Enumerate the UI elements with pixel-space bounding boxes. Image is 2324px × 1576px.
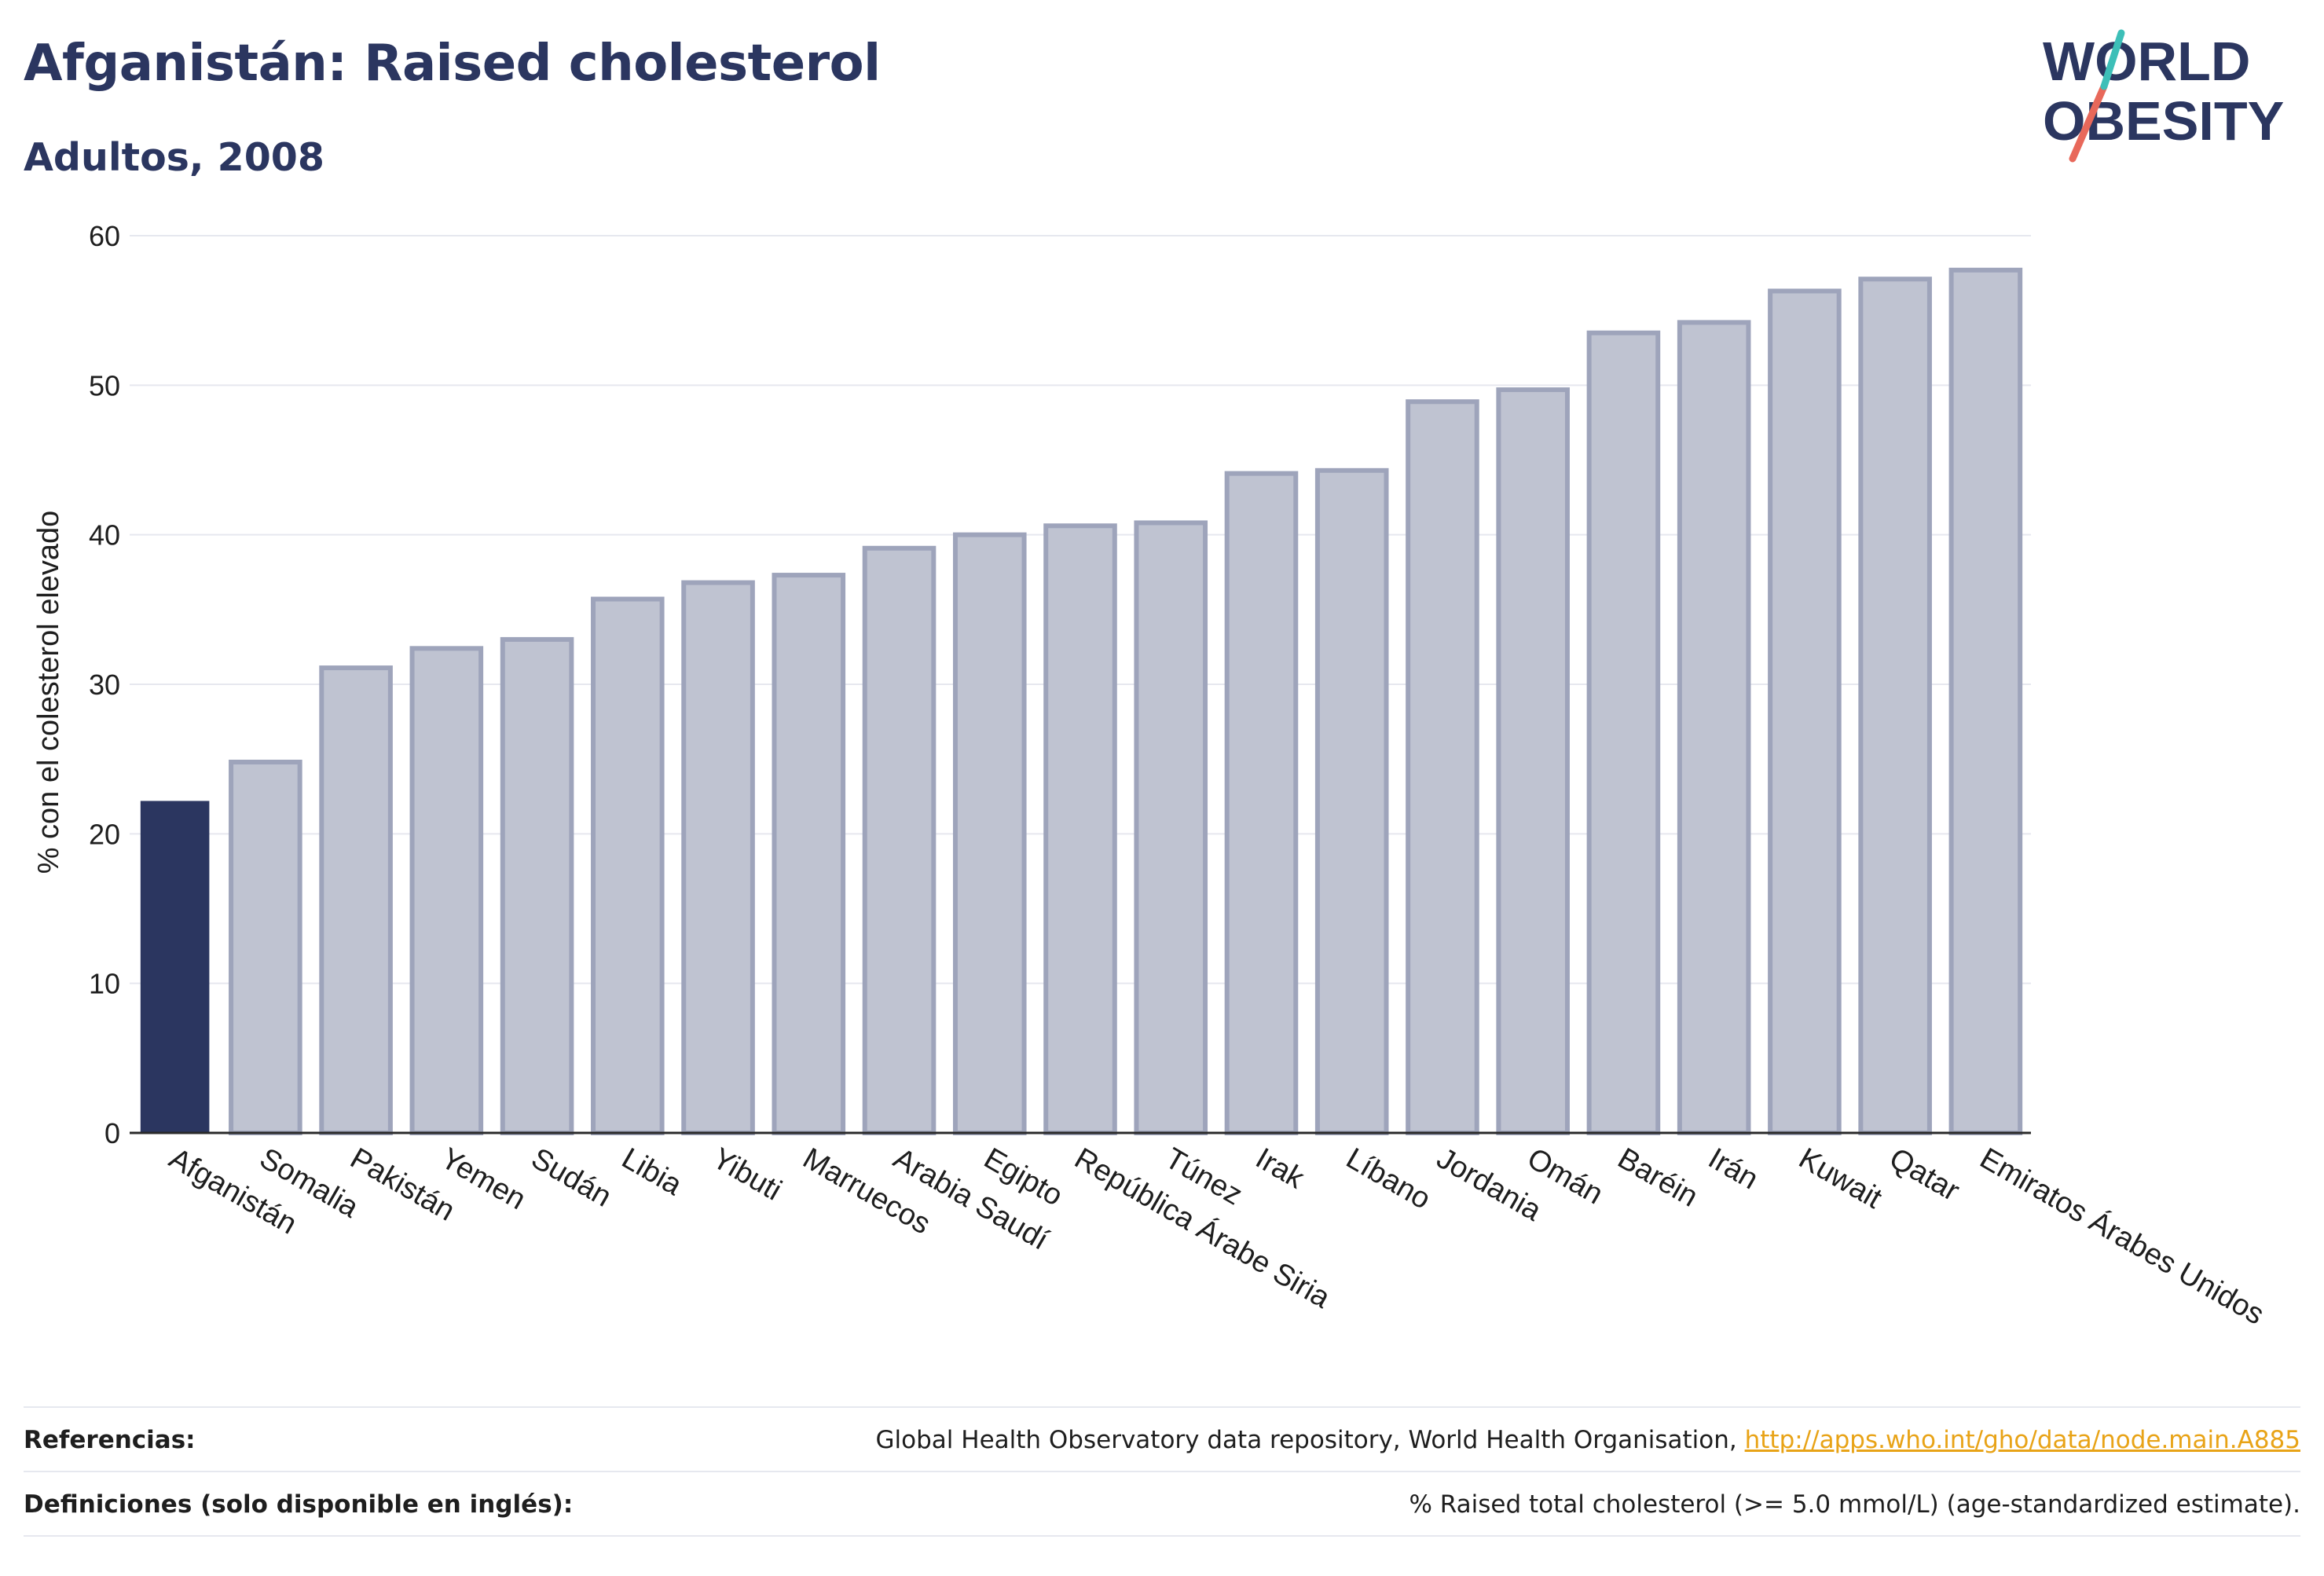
world-obesity-logo: WORLD OBESITY — [2043, 29, 2284, 163]
x-tick-label: Emiratos Árabes Unidos — [1974, 1142, 2270, 1332]
bar-túnez — [1134, 520, 1208, 1135]
y-tick-label: 30 — [89, 669, 120, 701]
references-value: Global Health Observatory data repositor… — [876, 1426, 2300, 1454]
references-text: Global Health Observatory data repositor… — [875, 1426, 1737, 1454]
bar-qatar — [1858, 277, 1932, 1135]
y-tick-label: 50 — [89, 369, 120, 401]
x-tick-label: Irak — [1250, 1142, 1310, 1196]
x-tick-label: Pakistán — [345, 1142, 460, 1227]
x-tick-label: Baréin — [1612, 1142, 1703, 1213]
references-row: Referencias: Global Health Observatory d… — [24, 1406, 2300, 1472]
bar-chart: 0 10 20 30 40 50 60 AfganistánSomaliaPakistánY… — [32, 220, 2270, 1332]
x-tick-label: Qatar — [1884, 1142, 1966, 1208]
bar-sudán — [500, 636, 574, 1135]
definitions-label: Definiciones (solo disponible en inglés)… — [24, 1490, 574, 1519]
bar-kuwait — [1768, 288, 1842, 1135]
bar-pakistán — [319, 665, 393, 1135]
logo-slash-teal — [2100, 29, 2125, 90]
bar-libia — [591, 596, 665, 1135]
chart-subtitle: Adultos, 2008 — [24, 135, 324, 180]
x-tick-label: Libia — [616, 1142, 687, 1202]
bar-marruecos — [772, 573, 846, 1135]
bar-líbano — [1314, 467, 1389, 1135]
y-tick-label: 0 — [104, 1117, 120, 1149]
x-tick-label: Sudán — [526, 1142, 617, 1213]
bar-afganistán — [140, 801, 210, 1133]
x-tick-label: Yibuti — [707, 1142, 787, 1207]
bar-irán — [1677, 320, 1751, 1136]
bar-arabia-saudí — [862, 545, 937, 1135]
bar-egipto — [952, 532, 1027, 1135]
bar-baréin — [1586, 330, 1661, 1135]
bar-república-árabe-siria — [1043, 523, 1117, 1135]
bar-jordania — [1406, 399, 1479, 1135]
bar-emiratos-árabes-unidos — [1948, 267, 2023, 1136]
chart-title: Afganistán: Raised cholesterol — [24, 35, 881, 93]
y-axis-label: % con el colesterol elevado — [32, 511, 65, 874]
y-tick-label: 40 — [89, 519, 120, 552]
bar-omán — [1496, 387, 1570, 1135]
definitions-row: Definiciones (solo disponible en inglés)… — [24, 1471, 2300, 1537]
logo-line-1: WORLD — [2043, 31, 2250, 92]
bar-yemen — [409, 646, 484, 1135]
x-tick-label: Irán — [1703, 1142, 1764, 1196]
x-tick-label: Líbano — [1340, 1142, 1436, 1215]
y-tick-label: 10 — [89, 968, 120, 1000]
bar-irak — [1224, 471, 1299, 1135]
bars — [140, 267, 2023, 1136]
logo-slash-coral — [2069, 82, 2108, 163]
references-link[interactable]: http://apps.who.int/gho/data/node.main.A… — [1744, 1426, 2300, 1454]
bar-yibuti — [681, 580, 755, 1135]
references-label: Referencias: — [24, 1426, 196, 1454]
footer-bottom-rule — [24, 1535, 2300, 1537]
y-tick-labels: 0 10 20 30 40 50 60 — [89, 220, 120, 1149]
definitions-text: % Raised total cholesterol (>= 5.0 mmol/… — [1409, 1490, 2300, 1519]
y-tick-label: 20 — [89, 818, 120, 850]
bar-somalia — [229, 759, 302, 1135]
x-tick-label: Kuwait — [1793, 1142, 1887, 1215]
y-tick-label: 60 — [89, 220, 120, 252]
